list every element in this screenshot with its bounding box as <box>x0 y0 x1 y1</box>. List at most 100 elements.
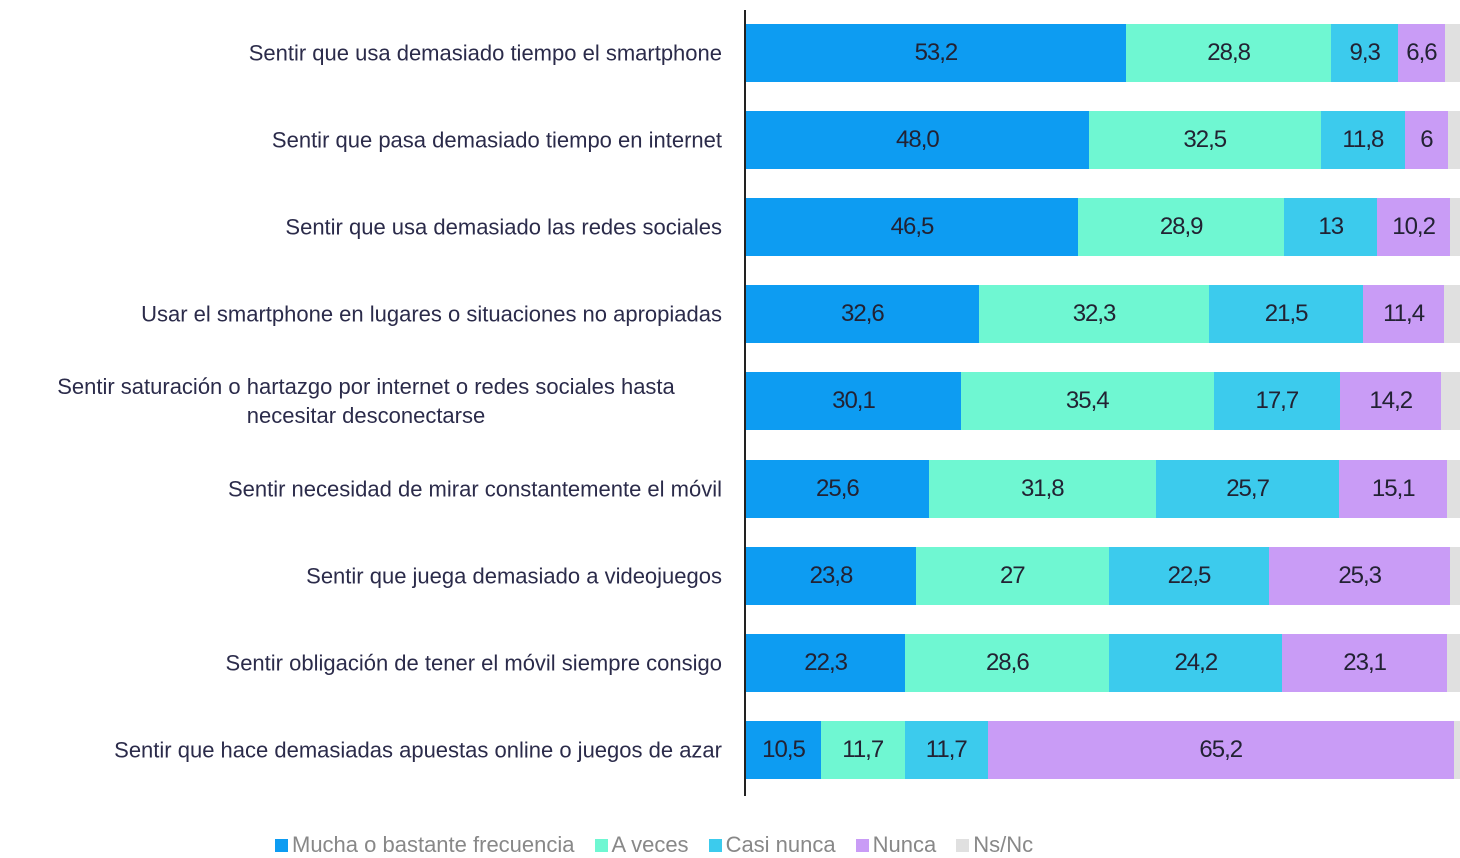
data-label: 32,3 <box>1072 300 1117 328</box>
legend-label: Casi nunca <box>725 832 836 857</box>
data-label: 11,4 <box>1383 300 1425 328</box>
bar-segment <box>1441 372 1460 431</box>
data-label: 30,1 <box>832 387 876 415</box>
bar-segment: 53,2 <box>746 24 1126 82</box>
bar-segment: 23,1 <box>1282 633 1448 692</box>
legend-swatch <box>956 838 970 852</box>
bar-segment: 28,6 <box>905 633 1110 692</box>
bar-segment <box>1447 111 1460 170</box>
bar-segment <box>1453 720 1460 779</box>
bar-segment: 31,8 <box>928 459 1156 518</box>
bar-segment: 21,5 <box>1209 285 1363 344</box>
bar-segment: 25,7 <box>1155 459 1340 518</box>
data-label: 28,6 <box>985 648 1030 676</box>
data-label: 23,8 <box>809 561 854 589</box>
bar-segment <box>1444 285 1460 344</box>
category-label: Sentir que pasa demasiado tiempo en inte… <box>271 127 722 153</box>
data-label: 22,3 <box>804 648 848 676</box>
axis-line <box>744 10 746 796</box>
bar-segment: 46,5 <box>746 198 1078 257</box>
legend-item: Mucha o bastante frecuencia <box>275 832 575 858</box>
bar-segment: 9,3 <box>1331 24 1398 82</box>
legend-label: A veces <box>611 832 689 857</box>
bar-segment <box>1450 546 1460 605</box>
data-label: 27 <box>999 561 1026 589</box>
data-label: 9,3 <box>1349 39 1380 66</box>
legend-swatch <box>708 838 722 852</box>
bar-segment: 28,9 <box>1078 198 1285 257</box>
data-label: 11,7 <box>842 735 884 763</box>
bar-segment: 48,0 <box>746 111 1089 170</box>
data-label: 17,7 <box>1255 387 1299 415</box>
legend-label: Nunca <box>872 832 937 857</box>
bar-segment: 11,8 <box>1320 111 1406 170</box>
bar-segment: 32,6 <box>746 285 979 344</box>
data-label: 11,7 <box>925 735 968 763</box>
category-label: Sentir obligación de tener el móvil siem… <box>225 650 722 676</box>
bar-segment: 25,6 <box>746 459 929 518</box>
bar-segment: 22,3 <box>746 633 906 692</box>
data-label: 65,2 <box>1199 735 1243 763</box>
category-label: Sentir que hace demasiadas apuestas onli… <box>114 737 722 763</box>
bar-segment: 23,8 <box>746 546 916 605</box>
bar-segment: 11,7 <box>820 720 905 779</box>
data-label: 15,1 <box>1371 474 1416 502</box>
bar-segment: 27 <box>915 546 1109 605</box>
legend-label: Mucha o bastante frecuencia <box>292 832 575 857</box>
legend-item: Ns/Nc <box>956 832 1033 858</box>
bar-segment: 10,2 <box>1377 198 1450 257</box>
bar-segment: 6 <box>1405 111 1448 170</box>
legend-label: Ns/Nc <box>973 832 1034 857</box>
bar-segment: 24,2 <box>1109 633 1283 692</box>
data-label: 10,5 <box>762 735 806 763</box>
data-label: 32,5 <box>1183 126 1227 154</box>
bar-segment <box>1445 24 1460 82</box>
data-label: 48,0 <box>896 126 940 154</box>
bar-segment: 11,4 <box>1362 285 1445 344</box>
bar-segment: 6,6 <box>1397 24 1445 82</box>
data-label: 32,6 <box>841 300 885 328</box>
category-label: Usar el smartphone en lugares o situacio… <box>141 301 722 327</box>
bar-segment: 32,3 <box>978 285 1210 344</box>
legend: Mucha o bastante frecuencia A veces Casi n… <box>275 832 1033 858</box>
data-label: 46,5 <box>890 213 935 241</box>
data-label: 11,8 <box>1342 126 1384 154</box>
data-label: 23,1 <box>1343 648 1387 676</box>
legend-swatch <box>275 838 288 852</box>
legend-swatch <box>855 838 869 852</box>
category-label: Sentir necesidad de mirar constantemente… <box>227 476 722 501</box>
category-label: Sentir que juega demasiado a videojuegos <box>306 563 722 589</box>
data-label: 28,9 <box>1159 213 1204 241</box>
data-label: 22,5 <box>1167 561 1212 589</box>
bar-segment: 11,7 <box>904 720 989 779</box>
data-label: 6,6 <box>1406 39 1437 66</box>
bar-segment: 15,1 <box>1339 459 1448 518</box>
bar-segment: 28,8 <box>1125 24 1332 82</box>
legend-item: Nunca <box>855 832 937 858</box>
category-label: Sentir que usa demasiado las redes socia… <box>285 214 722 240</box>
bar-segment: 13 <box>1284 198 1378 257</box>
bar-segment: 10,5 <box>746 720 821 779</box>
legend-swatch <box>594 838 608 852</box>
bar-segment: 30,1 <box>746 372 961 431</box>
bar-segment: 14,2 <box>1340 372 1442 431</box>
data-label: 24,2 <box>1174 648 1218 676</box>
data-label: 25,6 <box>816 474 860 502</box>
legend-item: A veces <box>594 832 689 858</box>
bar-segment: 32,5 <box>1088 111 1321 170</box>
data-label: 25,7 <box>1226 474 1270 502</box>
data-label: 53,2 <box>914 39 959 66</box>
category-label: Sentir que usa demasiado tiempo el smart… <box>248 40 722 66</box>
bar-segment: 35,4 <box>960 372 1214 431</box>
data-label: 21,5 <box>1264 300 1309 328</box>
legend-item: Casi nunca <box>708 832 836 858</box>
bar-segment: 17,7 <box>1213 372 1341 431</box>
bar-segment <box>1447 459 1460 518</box>
bar-segment <box>1450 198 1460 257</box>
bar-segment: 65,2 <box>988 720 1454 779</box>
bar-segment: 25,3 <box>1269 546 1450 605</box>
bar-segment <box>1447 633 1460 692</box>
bar-segment: 22,5 <box>1108 546 1270 605</box>
data-label: 13 <box>1318 213 1344 241</box>
